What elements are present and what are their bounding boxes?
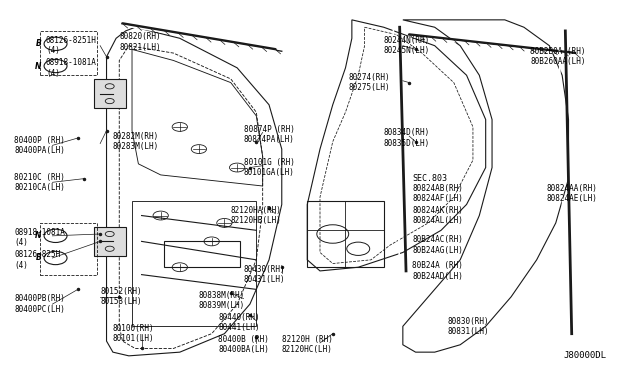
Text: 80210C (RH)
80210CA(LH): 80210C (RH) 80210CA(LH) bbox=[14, 173, 65, 192]
Text: 80152(RH)
80153(LH): 80152(RH) 80153(LH) bbox=[100, 287, 142, 307]
Text: N: N bbox=[35, 231, 42, 240]
Bar bbox=[94, 79, 125, 109]
Text: B: B bbox=[36, 253, 42, 263]
Text: 80400PB(RH)
80400PC(LH): 80400PB(RH) 80400PC(LH) bbox=[14, 295, 65, 314]
Text: J80000DL: J80000DL bbox=[564, 351, 607, 360]
Text: 80834D(RH)
80835D(LH): 80834D(RH) 80835D(LH) bbox=[384, 128, 430, 148]
Text: B: B bbox=[36, 39, 42, 48]
Text: 80824AA(RH)
80824AE(LH): 80824AA(RH) 80824AE(LH) bbox=[546, 184, 597, 203]
Text: 82120HA(RH)
82120HB(LH): 82120HA(RH) 82120HB(LH) bbox=[231, 206, 282, 225]
Text: 82120H (RH)
82120HC(LH): 82120H (RH) 82120HC(LH) bbox=[282, 335, 333, 355]
Text: 80400P (RH)
80400PA(LH): 80400P (RH) 80400PA(LH) bbox=[14, 136, 65, 155]
Text: 80244N(RH)
80245N(LH): 80244N(RH) 80245N(LH) bbox=[384, 36, 430, 55]
Bar bbox=[307, 201, 384, 267]
Bar bbox=[164, 241, 241, 267]
Text: 80820(RH)
80821(LH): 80820(RH) 80821(LH) bbox=[119, 32, 161, 52]
Text: 80824AB(RH)
80824AF(LH): 80824AB(RH) 80824AF(LH) bbox=[412, 184, 463, 203]
Text: 80B24A (RH)
80B24AD(LH): 80B24A (RH) 80B24AD(LH) bbox=[412, 261, 463, 280]
Bar bbox=[40, 223, 97, 275]
Text: 80838M(RH)
80839M(LH): 80838M(RH) 80839M(LH) bbox=[199, 291, 245, 310]
Text: 08126-825H
(4): 08126-825H (4) bbox=[14, 250, 60, 270]
Text: N: N bbox=[35, 61, 42, 71]
Text: 80874P (RH)
80874PA(LH): 80874P (RH) 80874PA(LH) bbox=[244, 125, 294, 144]
Text: 80400B (RH)
80400BA(LH): 80400B (RH) 80400BA(LH) bbox=[218, 335, 269, 355]
Text: 80440(RH)
80441(LH): 80440(RH) 80441(LH) bbox=[218, 313, 260, 332]
Text: 80101G (RH)
80101GA(LH): 80101G (RH) 80101GA(LH) bbox=[244, 158, 294, 177]
Text: SEC.803: SEC.803 bbox=[412, 174, 447, 183]
Text: 80B24AC(RH)
80B24AG(LH): 80B24AC(RH) 80B24AG(LH) bbox=[412, 235, 463, 255]
Text: 80B2B0A (RH)
80B260AA(LH): 80B2B0A (RH) 80B260AA(LH) bbox=[531, 47, 586, 67]
Text: 80824AK(RH)
80824AL(LH): 80824AK(RH) 80824AL(LH) bbox=[412, 206, 463, 225]
Text: 80830(RH)
80831(LH): 80830(RH) 80831(LH) bbox=[447, 317, 489, 336]
Text: 80282M(RH)
80283M(LH): 80282M(RH) 80283M(LH) bbox=[113, 132, 159, 151]
Text: 80430(RH)
80431(LH): 80430(RH) 80431(LH) bbox=[244, 265, 285, 284]
Text: 80100(RH)
80101(LH): 80100(RH) 80101(LH) bbox=[113, 324, 154, 343]
Text: 08918-1081A
(4): 08918-1081A (4) bbox=[14, 228, 65, 247]
Text: 08126-8251H
(4): 08126-8251H (4) bbox=[46, 36, 97, 55]
Bar bbox=[94, 227, 125, 256]
Text: 08918-1081A
(4): 08918-1081A (4) bbox=[46, 58, 97, 77]
Text: 80274(RH)
80275(LH): 80274(RH) 80275(LH) bbox=[349, 73, 390, 92]
Bar bbox=[40, 31, 97, 75]
